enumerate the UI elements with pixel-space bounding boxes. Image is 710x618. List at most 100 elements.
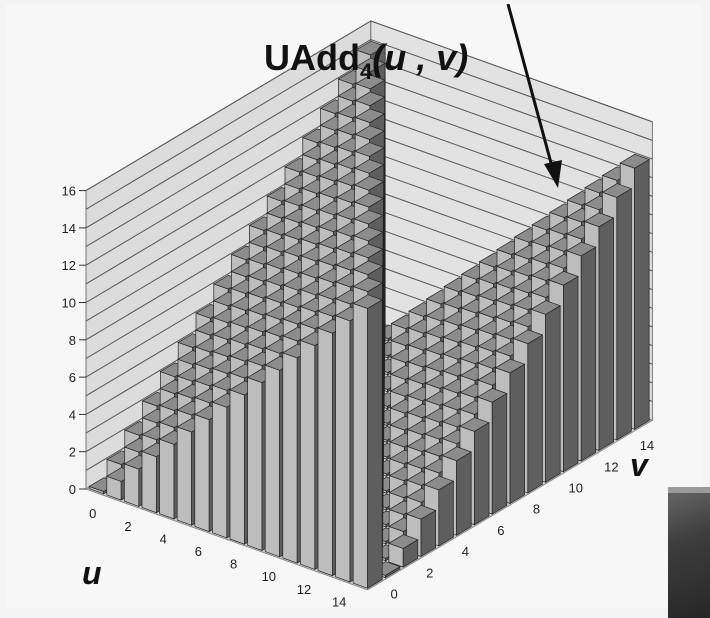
- bar-top-face: [354, 125, 386, 140]
- bar-side-face: [545, 305, 561, 483]
- bar-top-face: [548, 270, 579, 286]
- bar-front-face: [317, 327, 333, 577]
- v-tick-label: 10: [569, 481, 583, 496]
- z-tick-label: 6: [69, 370, 76, 385]
- bar: [352, 294, 384, 589]
- bar-top-face: [353, 176, 385, 191]
- v-tick-label: 8: [533, 502, 540, 517]
- bar-top-face: [353, 192, 385, 208]
- bars-group: [88, 40, 651, 589]
- v-tick-label: 12: [604, 459, 618, 474]
- bar-side-face: [634, 158, 650, 430]
- webcam-overlay-edge: [668, 487, 710, 493]
- z-tick-label: 10: [62, 296, 76, 311]
- bar-top-face: [459, 417, 490, 432]
- bar-top-face: [565, 241, 597, 257]
- bar-front-face: [159, 438, 175, 520]
- bar-top-face: [583, 212, 615, 228]
- bar-top-face: [423, 475, 455, 491]
- gridline: [85, 20, 653, 192]
- u-tick-label: 12: [297, 582, 311, 597]
- bar-top-face: [530, 300, 562, 315]
- bar-front-face: [141, 451, 157, 514]
- u-tick-label: 8: [230, 557, 237, 572]
- z-tick-label: 14: [62, 221, 76, 236]
- v-tick-label: 0: [391, 587, 398, 602]
- bar-top-face: [352, 243, 384, 259]
- bar: [405, 504, 437, 558]
- bar-top-face: [354, 74, 386, 90]
- bar-top-face: [601, 183, 633, 198]
- webcam-overlay: [668, 487, 710, 618]
- z-tick-label: 8: [69, 333, 76, 348]
- bar-front-face: [212, 401, 228, 539]
- v-tick-label: 4: [462, 544, 469, 559]
- bar-top-face: [355, 57, 386, 73]
- bar-side-face: [438, 480, 454, 547]
- bar-side-face: [598, 217, 614, 452]
- bar-top-face: [354, 91, 386, 107]
- bar-side-face: [456, 451, 472, 536]
- z-tick-label: 12: [62, 258, 76, 273]
- bar-front-face: [264, 364, 280, 558]
- title-arrow-head: [544, 160, 562, 188]
- u-tick-label: 10: [262, 569, 276, 584]
- v-tick-label: 14: [640, 438, 654, 453]
- z-tick-label: 2: [69, 445, 76, 460]
- bar-top-face: [353, 226, 384, 242]
- bar-top-face: [355, 40, 387, 56]
- u-tick-label: 2: [124, 519, 131, 534]
- bar: [387, 534, 419, 568]
- bar-top-face: [476, 387, 508, 403]
- chart-title-subscript: 4: [360, 59, 373, 84]
- gridline: [85, 39, 653, 210]
- z-tick-label: 4: [69, 407, 76, 422]
- bar-top-face: [352, 260, 384, 276]
- bar-side-face: [580, 246, 597, 462]
- bar-side-face: [563, 275, 579, 473]
- z-tick-label: 0: [69, 482, 76, 497]
- bar-side-face: [527, 334, 543, 494]
- bar-top-face: [512, 329, 544, 345]
- bar-top-face: [405, 504, 437, 520]
- bar-top-face: [619, 153, 651, 169]
- bar-top-face: [494, 358, 526, 374]
- chart-title-args: (u , v): [372, 37, 468, 78]
- bar-front-face: [300, 339, 316, 570]
- v-tick-label: 6: [497, 523, 504, 538]
- bar-top-face: [353, 159, 385, 174]
- bar-top-face: [353, 209, 385, 225]
- uadd-3d-bar-chart: 0 2 4 6 8 10 12 14 16 0 2 4 6 8 10 12 14 0 2 4 6 8 10 12 14 UAdd…: [62, 3, 655, 610]
- bar-top-face: [352, 294, 384, 309]
- bar-front-face: [247, 377, 263, 551]
- chart-frame: 0 2 4 6 8 10 12 14 16 0 2 4 6 8 10 12 14 0 2 4 6 8 10 12 14 UAdd…: [6, 3, 702, 610]
- chart-title-main: UAdd: [264, 37, 360, 78]
- v-tick-label: 2: [426, 565, 433, 580]
- bar-side-face: [616, 188, 632, 441]
- bar-side-face: [509, 363, 525, 505]
- bar-side-face: [474, 422, 490, 526]
- tick-labels: 0 2 4 6 8 10 12 14 16 0 2 4 6 8 10 12 14 0 2 4 6 8 10 12 14: [62, 184, 655, 610]
- bar-top-face: [352, 277, 384, 292]
- bar-front-face: [176, 426, 192, 526]
- bar-front-face: [282, 352, 298, 564]
- bar-front-face: [352, 302, 368, 589]
- bar-top-face: [441, 446, 473, 462]
- u-tick-label: 14: [332, 594, 346, 608]
- bar-top-face: [387, 534, 419, 549]
- bar-side-face: [367, 299, 383, 589]
- u-tick-label: 6: [195, 544, 202, 559]
- bar-top-face: [354, 108, 386, 123]
- u-axis-title: u: [82, 555, 102, 591]
- bar-front-face: [124, 463, 140, 507]
- title-arrow-line: [506, 3, 556, 175]
- v-axis-title: v: [630, 447, 650, 483]
- bar-front-face: [194, 414, 210, 533]
- u-tick-label: 0: [89, 506, 96, 521]
- bar-front-face: [335, 315, 351, 583]
- bar-side-face: [491, 392, 508, 515]
- chart-title: UAdd4(u , v): [264, 37, 468, 84]
- bar-top-face: [354, 142, 385, 157]
- bar-front-face: [229, 389, 245, 545]
- z-tick-label: 16: [62, 184, 76, 199]
